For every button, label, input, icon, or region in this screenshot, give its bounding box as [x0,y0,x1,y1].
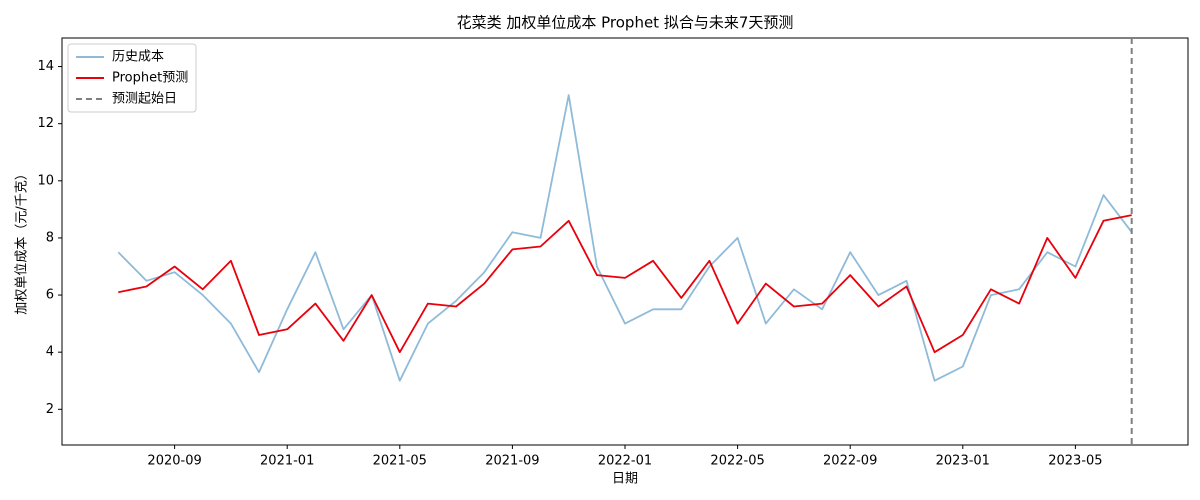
series-line [118,214,1132,354]
x-tick-label: 2023-05 [1048,454,1102,469]
x-tick-label: 2022-09 [823,454,877,469]
y-tick-label: 4 [46,345,54,360]
y-tick-label: 2 [46,402,54,417]
x-tick-label: 2022-05 [710,454,764,469]
legend-label: 历史成本 [112,50,164,65]
y-tick-label: 10 [37,173,54,188]
legend-box [67,43,197,113]
y-tick-label: 6 [46,288,54,303]
series-line [117,94,1133,382]
chart-title: 花菜类 加权单位成本 Prophet 拟合与未来7天预测 [457,14,794,32]
y-tick-label: 14 [37,59,54,74]
x-tick-label: 2022-01 [598,454,652,469]
x-tick-label: 2020-09 [147,454,201,469]
x-tick-label: 2021-09 [485,454,539,469]
plot-frame [61,37,1189,446]
y-tick-label: 12 [37,116,54,131]
y-axis-label: 加权单位成本（元/千克） [14,167,30,314]
x-axis-label: 日期 [612,472,638,487]
x-tick-label: 2021-05 [373,454,427,469]
x-tick-label: 2023-01 [936,454,990,469]
legend-label: Prophet预测 [112,71,188,86]
x-tick-label: 2021-01 [260,454,314,469]
legend-label: 预测起始日 [112,92,177,107]
y-tick-label: 8 [46,230,54,245]
